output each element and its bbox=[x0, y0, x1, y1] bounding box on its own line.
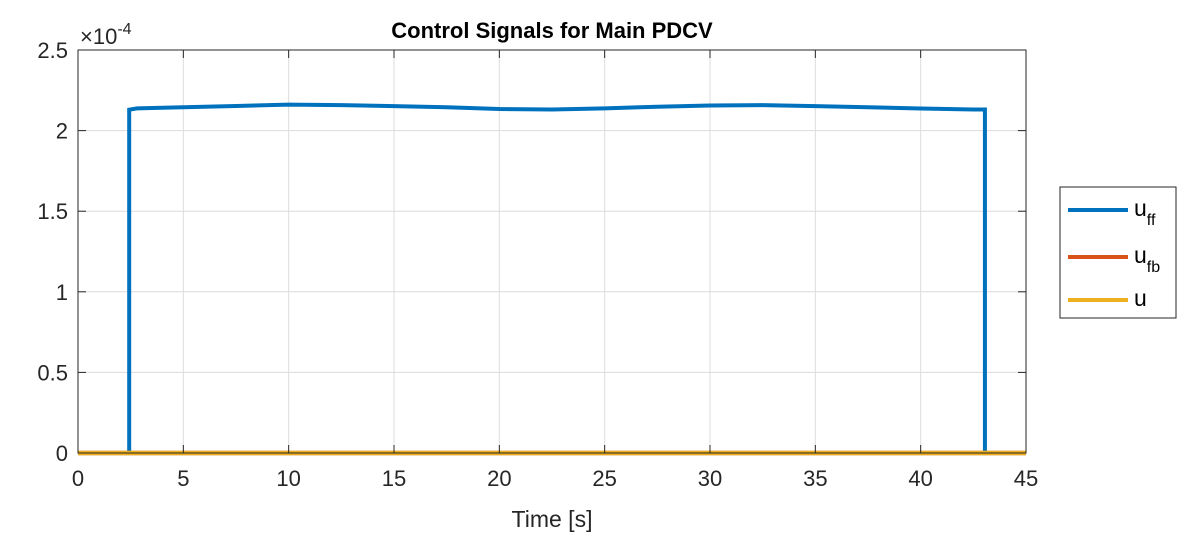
y-exponent-base: ×10 bbox=[80, 24, 117, 49]
y-tick-label: 1 bbox=[56, 280, 68, 305]
axes-box bbox=[77, 49, 1027, 454]
y-tick-label: 0 bbox=[56, 441, 68, 466]
legend[interactable]: uff ufb u bbox=[1059, 186, 1177, 319]
x-tick-label: 10 bbox=[276, 466, 300, 491]
x-tick-label: 5 bbox=[177, 466, 189, 491]
y-tick-label: 1.5 bbox=[37, 199, 68, 224]
x-axis-label: Time [s] bbox=[512, 506, 593, 532]
legend-entry-label: uff bbox=[1134, 195, 1156, 229]
x-tick-label: 25 bbox=[592, 466, 616, 491]
x-tick-label: 30 bbox=[698, 466, 722, 491]
x-tick-label: 20 bbox=[487, 466, 511, 491]
x-tick-label: 40 bbox=[908, 466, 932, 491]
x-tick-label: 0 bbox=[72, 466, 84, 491]
plot-area bbox=[78, 50, 1026, 453]
y-tick-label: 2.5 bbox=[37, 38, 68, 63]
legend-entry-label: u bbox=[1134, 285, 1147, 311]
legend-entry-label: ufb bbox=[1134, 242, 1160, 276]
y-tick-label: 2 bbox=[56, 119, 68, 144]
y-exponent-power: -4 bbox=[117, 21, 131, 38]
x-tick-label: 35 bbox=[803, 466, 827, 491]
x-tick-label: 15 bbox=[382, 466, 406, 491]
y-tick-label: 0.5 bbox=[37, 360, 68, 385]
ticks: 0 5 10 15 20 25 30 35 40 45 0 0.5 1 1.5 2 2.5 bbox=[37, 38, 1038, 491]
chart-title: Control Signals for Main PDCV bbox=[391, 18, 713, 43]
grid-lines bbox=[78, 50, 1026, 453]
legend-entries: uff ufb u bbox=[1068, 195, 1160, 311]
series-line-0 bbox=[78, 102, 1026, 455]
y-exponent-label: ×10-4 bbox=[80, 21, 132, 49]
x-tick-label: 45 bbox=[1014, 466, 1038, 491]
